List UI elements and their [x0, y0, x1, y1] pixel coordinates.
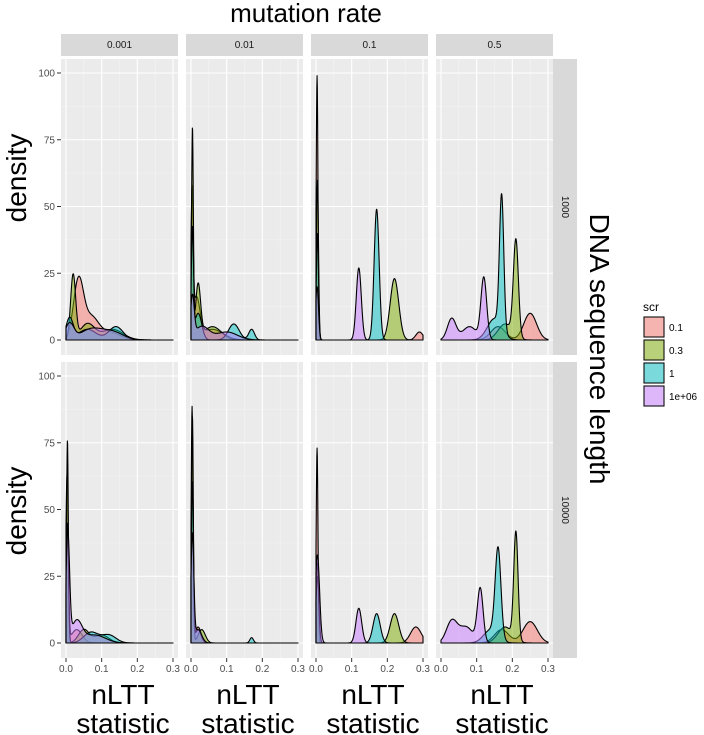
legend-label: 1: [669, 369, 675, 380]
legend-key: [643, 362, 665, 384]
density-scr-1e-06: [315, 554, 424, 644]
column-strip: [186, 34, 303, 56]
density-scr-1e-06: [190, 293, 299, 341]
panel: 0 25 50 75 100 0.0 0.1 0.2 0.3: [38, 362, 180, 675]
x-tick-label: 0.1: [345, 664, 359, 675]
legend-label: 0.3: [669, 346, 683, 357]
x-axis-title-line-1: nLTT: [216, 679, 279, 710]
row-strip-label: 1000: [559, 196, 570, 219]
legend-key: [643, 316, 665, 338]
panel: 0.0 0.1 0.2 0.3: [184, 362, 305, 675]
y-tick-label: 0: [49, 639, 55, 650]
x-tick-label: 0.3: [541, 664, 555, 675]
density-scr-1e-06: [190, 532, 299, 644]
column-strip: [311, 34, 428, 56]
column-strip-label: 0.001: [107, 40, 132, 51]
row-strip-label: 10000: [559, 496, 570, 524]
y-axis-title-row-1: density: [1, 134, 32, 223]
panel: [186, 59, 303, 355]
x-tick-label: 0.2: [380, 664, 394, 675]
x-tick-label: 0.3: [166, 664, 180, 675]
facet-columns-title: mutation rate: [230, 0, 382, 28]
x-tick-label: 0.2: [255, 664, 269, 675]
y-tick-label: 75: [44, 438, 56, 449]
column-strip-label: 0.01: [235, 40, 255, 51]
x-axis-title-line-1: nLTT: [91, 679, 154, 710]
x-axis-title-line-1: nLTT: [341, 679, 404, 710]
y-tick-label: 25: [44, 269, 56, 280]
panel: 0.0 0.1 0.2 0.3: [434, 362, 555, 675]
x-tick-label: 0.3: [291, 664, 305, 675]
panel: [436, 59, 553, 355]
x-axis-title-line-2: statistic: [326, 708, 419, 735]
column-strip-label: 0.1: [363, 40, 377, 51]
panel: [311, 59, 428, 355]
x-tick-label: 0.1: [95, 664, 109, 675]
y-tick-label: 75: [44, 135, 56, 146]
y-tick-label: 50: [44, 505, 56, 516]
density-scr-1e-06: [65, 321, 174, 341]
x-axis-title-line-1: nLTT: [470, 679, 533, 710]
x-tick-label: 0.1: [220, 664, 234, 675]
y-tick-label: 0: [49, 336, 55, 347]
column-strip: [436, 34, 553, 56]
row-strip: [553, 362, 577, 658]
legend: scr 0.1 0.3 1 1e+06: [643, 300, 698, 407]
x-tick-label: 0.0: [309, 664, 323, 675]
column-strip: [61, 34, 178, 56]
x-tick-label: 0.3: [416, 664, 430, 675]
density-scr-1e-06: [440, 586, 549, 644]
legend-title: scr: [643, 300, 659, 314]
y-tick-label: 100: [38, 372, 55, 383]
legend-label: 1e+06: [669, 392, 698, 403]
density-scr-1e-06: [315, 267, 424, 341]
legend-key: [643, 385, 665, 407]
panel: 0.0 0.1 0.2 0.3: [309, 362, 430, 675]
legend-label: 0.1: [669, 323, 683, 334]
x-tick-label: 0.0: [434, 664, 448, 675]
x-axis-title-line-2: statistic: [201, 708, 294, 735]
density-scr-1e-06: [440, 276, 549, 341]
x-tick-label: 0.2: [130, 664, 144, 675]
legend-key: [643, 339, 665, 361]
x-tick-label: 0.2: [505, 664, 519, 675]
facet-rows-title: DNA sequence length: [584, 214, 615, 485]
x-tick-label: 0.0: [184, 664, 198, 675]
y-tick-label: 25: [44, 572, 56, 583]
y-tick-label: 100: [38, 69, 55, 80]
panel: 0 25 50 75 100: [38, 59, 178, 355]
x-axis-title-line-2: statistic: [455, 708, 548, 735]
y-tick-label: 50: [44, 202, 56, 213]
x-tick-label: 0.0: [59, 664, 73, 675]
density-scr-1e-06: [65, 529, 174, 644]
x-tick-label: 0.1: [470, 664, 484, 675]
facet-panels: 0.001 0.01 0.1 0.51000100000255075100025507…: [38, 34, 577, 675]
row-strip: [553, 59, 577, 355]
x-axis-titles: nLTTstatisticnLTTstatisticnLTTstatisticn…: [76, 679, 548, 735]
y-axis-title-row-2: density: [1, 467, 32, 556]
column-strip-label: 0.5: [488, 40, 502, 51]
x-axis-title-line-2: statistic: [76, 708, 169, 735]
